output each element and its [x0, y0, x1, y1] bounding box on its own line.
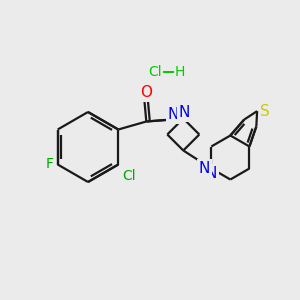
Text: F: F [46, 158, 54, 172]
Text: Cl: Cl [122, 169, 136, 183]
Text: S: S [260, 103, 270, 118]
Text: N: N [206, 166, 217, 181]
Text: H: H [175, 65, 185, 79]
Text: N: N [168, 107, 179, 122]
Text: Cl: Cl [148, 65, 162, 79]
Text: N: N [199, 161, 210, 176]
Text: O: O [140, 85, 152, 100]
Text: N: N [178, 105, 190, 120]
